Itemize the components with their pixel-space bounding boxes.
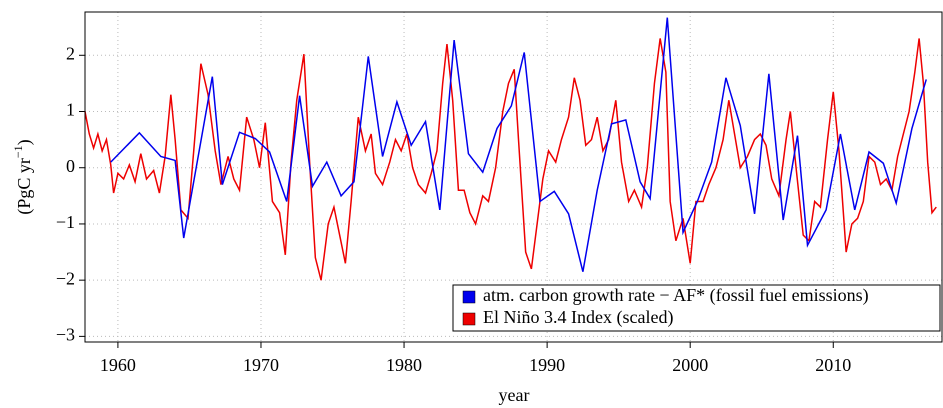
y-tick-label: −3 (56, 325, 75, 345)
series-line (110, 17, 927, 272)
x-tick-label: 2010 (815, 355, 851, 375)
y-tick-label: 0 (66, 156, 75, 176)
y-axis-label-end: ) (14, 139, 35, 145)
x-tick-label: 1990 (529, 355, 565, 375)
x-axis-label: year (499, 385, 530, 405)
series-line (84, 38, 937, 281)
y-axis-label-sup: −1 (11, 145, 25, 158)
y-tick-label: −2 (56, 268, 75, 288)
y-axis-label: (PgC yr−1) (11, 139, 35, 214)
x-tick-label: 1970 (243, 355, 279, 375)
legend-box (452, 284, 941, 332)
legend-swatch (462, 312, 476, 326)
y-axis-label-text: (PgC yr (14, 158, 35, 215)
y-tick-label: 2 (66, 43, 75, 63)
legend-label: El Niño 3.4 Index (scaled) (483, 307, 673, 328)
y-tick-label: −1 (56, 212, 75, 232)
legend-swatch (462, 290, 476, 304)
x-tick-label: 2000 (672, 355, 708, 375)
plot-frame (84, 11, 943, 343)
y-tick-label: 1 (66, 100, 75, 120)
x-tick-label: 1960 (100, 355, 136, 375)
x-tick-label: 1980 (386, 355, 422, 375)
legend-label: atm. carbon growth rate − AF* (fossil fu… (483, 285, 869, 306)
